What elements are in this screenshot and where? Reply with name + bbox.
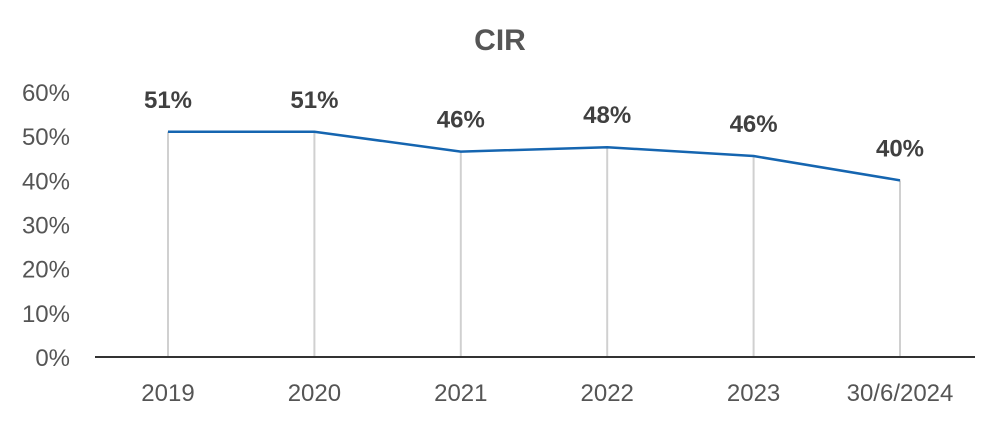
data-labels: 51% 51% 46% 48% 46% 40% [144, 87, 924, 163]
x-tick-label: 2022 [581, 380, 634, 407]
y-tick-label: 50% [22, 124, 70, 151]
data-label: 46% [730, 111, 778, 138]
data-label: 40% [876, 135, 924, 162]
x-tick-label: 2021 [434, 380, 487, 407]
x-axis-ticks: 2019 2020 2021 2022 2023 30/6/2024 [141, 380, 953, 407]
y-tick-label: 20% [22, 257, 70, 284]
x-tick-label: 2019 [141, 380, 194, 407]
x-tick-label: 2020 [288, 380, 341, 407]
y-tick-label: 30% [22, 213, 70, 240]
y-tick-label: 10% [22, 301, 70, 328]
x-tick-label: 2023 [727, 380, 780, 407]
data-label: 51% [144, 87, 192, 114]
chart-title: CIR [474, 24, 526, 57]
drop-lines [167, 131, 901, 357]
series-line [168, 130, 901, 182]
y-axis-ticks: 0% 10% 20% 30% 40% 50% 60% [22, 80, 70, 372]
y-tick-label: 60% [22, 80, 70, 107]
x-tick-label: 30/6/2024 [847, 380, 954, 407]
y-tick-label: 40% [22, 168, 70, 195]
data-label: 46% [437, 107, 485, 134]
y-tick-label: 0% [35, 345, 70, 372]
data-label: 51% [290, 87, 338, 114]
data-label: 48% [583, 102, 631, 129]
